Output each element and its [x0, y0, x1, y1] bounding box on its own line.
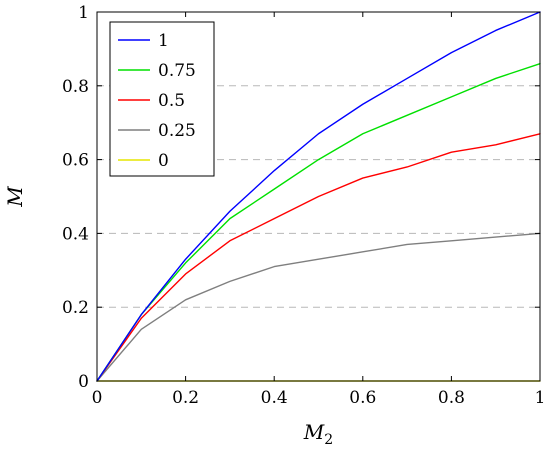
series-line-2: [96, 133, 541, 382]
legend-label-3: 0.25: [158, 121, 196, 141]
legend-label-4: 0: [158, 151, 169, 171]
x-tick-label-1: 0.2: [172, 388, 199, 408]
ticks: 0 0.2 0.4 0.6 0.8 1 0 0.2 0.4 0.6 0.8 1: [62, 3, 545, 408]
plot-frame: [96, 11, 541, 382]
legend-box: [109, 21, 215, 177]
legend-label-2: 0.5: [158, 91, 185, 111]
series-line-0: [96, 11, 541, 382]
y-tick-label-5: 1: [78, 3, 89, 23]
x-tick-label-0: 0: [92, 388, 103, 408]
y-tick-label-0: 0: [78, 372, 89, 392]
x-axis-label: M2: [303, 420, 333, 448]
y-tick-label-1: 0.2: [62, 298, 89, 318]
x-axis-label-subscript: 2: [324, 432, 333, 448]
x-tick-label-2: 0.4: [261, 388, 288, 408]
y-axis-label: M: [3, 186, 27, 208]
x-axis-label-main: M: [303, 420, 325, 444]
legend-label-0: 1: [158, 31, 169, 51]
legend: 1 0.75 0.5 0.25 0: [109, 21, 215, 177]
series-line-1: [96, 62, 541, 382]
y-tick-label-4: 0.8: [62, 77, 89, 97]
x-tick-label-3: 0.6: [349, 388, 376, 408]
x-tick-label-5: 1: [535, 388, 546, 408]
legend-label-1: 0.75: [158, 61, 196, 81]
x-tick-label-4: 0.8: [438, 388, 465, 408]
y-tick-label-3: 0.6: [62, 151, 89, 171]
series-line-3: [96, 232, 541, 382]
y-tick-label-2: 0.4: [62, 224, 89, 244]
